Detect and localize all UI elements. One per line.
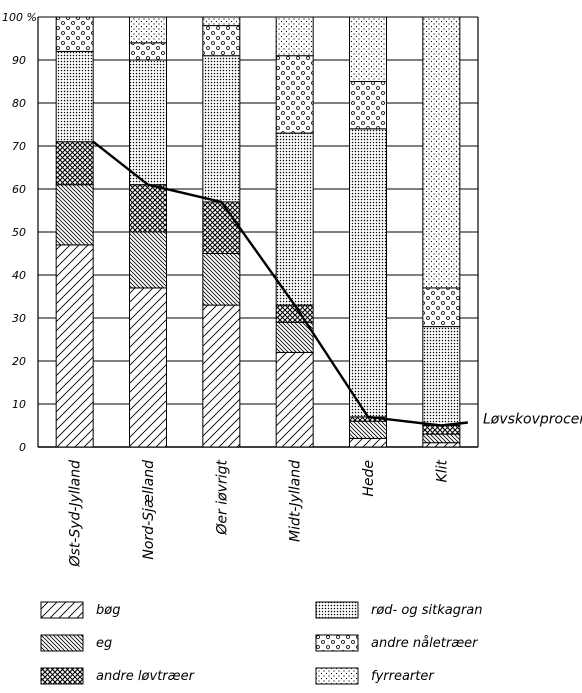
bar-segment: [129, 184, 167, 233]
line-label: Løvskovprocent: [483, 412, 582, 428]
bar-segment: [275, 321, 314, 353]
y-tick-label: 50: [12, 226, 26, 239]
y-tick-label: 80: [12, 97, 26, 110]
bar-segment: [275, 351, 314, 448]
bar-segment: [422, 287, 461, 328]
bar-segment: [55, 141, 94, 186]
legend-swatch: [40, 667, 84, 685]
bar-segment: [349, 16, 387, 82]
legend-label: bøg: [96, 602, 121, 618]
line-series: [92, 140, 468, 427]
y-tick-label: 10: [12, 398, 26, 411]
bar-segment: [349, 81, 387, 130]
category-label: Klit: [434, 459, 450, 482]
legend: bøg eg andre løvtræer rød- og sitkagran andr…: [40, 600, 560, 692]
bar-segment: [422, 326, 461, 427]
category-label: Nord-Sjælland: [141, 460, 157, 560]
legend-item: eg: [40, 633, 112, 653]
legend-swatch: [40, 601, 84, 619]
bar-segment: [275, 16, 314, 57]
legend-swatch: [315, 634, 359, 652]
y-tick-label: 30: [12, 312, 26, 325]
bar-segment: [349, 128, 387, 418]
bar-segment: [129, 59, 167, 186]
category-label: Øst-Syd-Jylland: [68, 460, 84, 568]
legend-item: andre løvtræer: [40, 666, 194, 686]
bar-segment: [202, 201, 241, 254]
bar-segment: [422, 16, 461, 289]
bar-segment: [55, 50, 94, 143]
bar-segment: [202, 25, 241, 57]
bar-segment: [275, 132, 314, 306]
legend-label: rød- og sitkagran: [371, 602, 483, 618]
bar-segment: [422, 442, 461, 448]
bar-segment: [202, 55, 241, 203]
legend-item: fyrrearter: [315, 666, 434, 686]
legend-item: bøg: [40, 600, 120, 620]
bar-segment: [129, 231, 167, 289]
y-tick-label: 40: [12, 269, 26, 282]
legend-label: fyrrearter: [371, 668, 434, 684]
legend-label: eg: [96, 635, 113, 651]
y-tick-label: 90: [12, 54, 26, 67]
legend-swatch: [315, 667, 359, 685]
bar-segment: [202, 253, 241, 306]
bar-segment: [129, 287, 167, 448]
legend-label: andre nåletræer: [371, 635, 478, 651]
chart: 0 10 20 30 40 50 60 70 80 90 100 % Øst-Syd-Jylland N…: [2, 11, 582, 568]
bar-segment: [55, 16, 94, 52]
bar-segment: [202, 16, 241, 27]
y-tick-label: 20: [12, 355, 26, 368]
legend-swatch: [40, 634, 84, 652]
bar-segment: [275, 304, 314, 323]
y-tick-label: 0: [19, 441, 26, 454]
y-tick-label: 60: [12, 183, 26, 196]
bar-segment: [202, 304, 241, 448]
bar-segment: [349, 437, 387, 448]
bar-segment: [55, 184, 94, 246]
legend-item: andre nåletræer: [315, 633, 477, 653]
legend-item: rød- og sitkagran: [315, 600, 483, 620]
bar-segment: [422, 425, 461, 435]
category-label: Hede: [361, 460, 377, 497]
legend-label: andre løvtræer: [96, 668, 194, 684]
bar-segment: [129, 42, 167, 61]
bar-segment: [129, 16, 167, 44]
y-tick-label: 100 %: [2, 11, 37, 24]
bar-segment: [275, 55, 314, 134]
bar-segment: [422, 433, 461, 444]
y-tick-label: 70: [12, 140, 26, 153]
category-label: Øer iøvrigt: [214, 459, 230, 535]
category-label: Midt-Jylland: [288, 460, 304, 542]
bar-segment: [349, 420, 387, 439]
legend-swatch: [315, 601, 359, 619]
bar-segment: [55, 244, 94, 448]
